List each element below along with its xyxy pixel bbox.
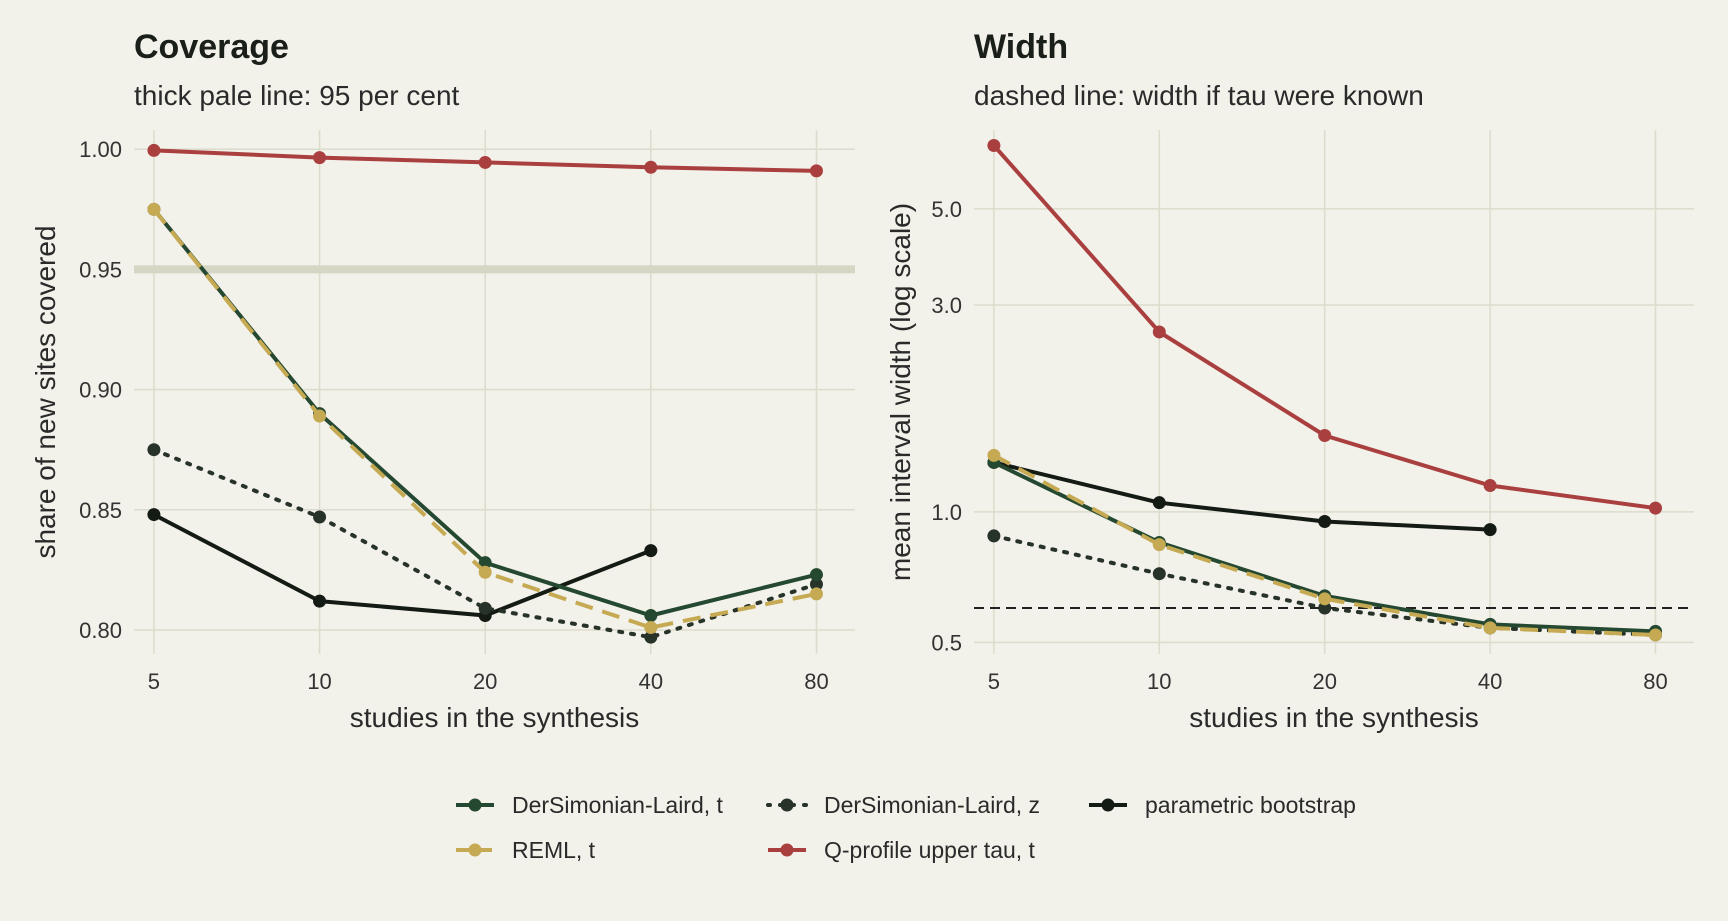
data-point — [478, 556, 492, 570]
series-reml-t — [147, 202, 823, 635]
y-tick-label: 5.0 — [931, 197, 962, 222]
x-axis-label: studies in the synthesis — [350, 702, 640, 733]
data-point — [987, 138, 1001, 152]
data-point — [147, 508, 161, 522]
data-point — [478, 601, 492, 615]
legend-label: parametric bootstrap — [1145, 792, 1356, 818]
grid — [974, 130, 1694, 654]
width-panel: Width dashed line: width if tau were know… — [885, 28, 1694, 733]
series-line — [151, 447, 819, 640]
data-point — [313, 510, 327, 524]
data-point — [1152, 567, 1166, 581]
data-point — [147, 443, 161, 457]
data-point — [809, 568, 823, 582]
x-tick-label: 20 — [473, 669, 497, 694]
data-point — [644, 609, 658, 623]
legend-item: DerSimonian-Laird, t — [456, 792, 724, 818]
data-point — [478, 565, 492, 579]
data-point — [313, 409, 327, 423]
data-point — [1152, 496, 1166, 510]
data-point — [313, 151, 327, 165]
y-tick-label: 0.95 — [79, 257, 122, 282]
legend-label: Q-profile upper tau, t — [824, 837, 1036, 863]
data-point — [1318, 601, 1332, 615]
series-q-profile-upper-tau-t — [987, 138, 1663, 515]
data-point — [1318, 592, 1332, 606]
legend-item: parametric bootstrap — [1089, 792, 1356, 818]
data-point — [147, 202, 161, 216]
x-tick-label: 5 — [148, 669, 160, 694]
y-axis-label: mean interval width (log scale) — [885, 203, 916, 581]
series-parametric-bootstrap — [147, 508, 658, 623]
y-tick-label: 3.0 — [931, 293, 962, 318]
legend-item: DerSimonian-Laird, z — [766, 792, 1040, 818]
x-tick-label: 5 — [988, 669, 1000, 694]
y-tick-label: 0.5 — [931, 630, 962, 655]
legend-swatch-point — [780, 798, 794, 812]
series-line — [152, 512, 652, 618]
legend-swatch-point — [468, 798, 482, 812]
y-tick-label: 1.00 — [79, 137, 122, 162]
data-point — [1152, 325, 1166, 339]
coverage-panel: Coverage thick pale line: 95 per cent 0.80… — [30, 28, 855, 733]
panel-subtitle: thick pale line: 95 per cent — [134, 80, 460, 111]
data-point — [1318, 429, 1332, 443]
data-point — [644, 544, 658, 558]
data-point — [478, 155, 492, 169]
x-tick-label: 40 — [639, 669, 663, 694]
series-line — [992, 453, 1656, 637]
x-tick-label: 20 — [1312, 669, 1336, 694]
y-axis-label: share of new sites covered — [30, 225, 61, 558]
y-tick-label: 0.90 — [79, 378, 122, 403]
data-point — [809, 577, 823, 591]
y-tick-label: 0.85 — [79, 498, 122, 523]
x-tick-label: 10 — [307, 669, 331, 694]
legend-label: DerSimonian-Laird, z — [824, 792, 1040, 818]
data-point — [1649, 501, 1663, 515]
y-tick-label: 0.80 — [79, 618, 122, 643]
data-point — [644, 630, 658, 644]
series-reml-t — [987, 448, 1663, 642]
data-point — [644, 160, 658, 174]
legend-item: REML, t — [456, 837, 596, 863]
data-point — [1152, 538, 1166, 552]
x-tick-label: 80 — [1643, 669, 1667, 694]
legend-label: DerSimonian-Laird, t — [512, 792, 724, 818]
legend-swatch-point — [468, 843, 482, 857]
data-point — [809, 587, 823, 601]
legend-item: Q-profile upper tau, t — [768, 837, 1036, 863]
x-tick-label: 40 — [1478, 669, 1502, 694]
data-point — [1649, 628, 1663, 642]
data-point — [1483, 523, 1497, 537]
legend-label: REML, t — [512, 837, 596, 863]
legend-swatch-point — [780, 843, 794, 857]
y-tick-label: 1.0 — [931, 500, 962, 525]
panel-title: Coverage — [134, 28, 289, 66]
data-point — [987, 448, 1001, 462]
panel-title: Width — [974, 28, 1068, 66]
x-tick-label: 10 — [1147, 669, 1171, 694]
grid — [134, 130, 855, 654]
series-dersimonian-laird-z — [147, 443, 823, 644]
data-point — [809, 164, 823, 178]
legend-swatch-point — [1101, 798, 1115, 812]
legend: DerSimonian-Laird, t DerSimonian-Laird, z… — [456, 792, 1356, 863]
data-point — [1483, 621, 1497, 635]
data-point — [1483, 479, 1497, 493]
x-axis-label: studies in the synthesis — [1189, 702, 1479, 733]
panel-subtitle: dashed line: width if tau were known — [974, 80, 1424, 111]
data-point — [987, 529, 1001, 543]
data-point — [644, 621, 658, 635]
data-point — [147, 143, 161, 157]
series-line — [993, 460, 1491, 532]
x-tick-label: 80 — [804, 669, 828, 694]
data-point — [313, 594, 327, 608]
series-q-profile-upper-tau-t — [147, 143, 823, 178]
data-point — [1318, 515, 1332, 529]
